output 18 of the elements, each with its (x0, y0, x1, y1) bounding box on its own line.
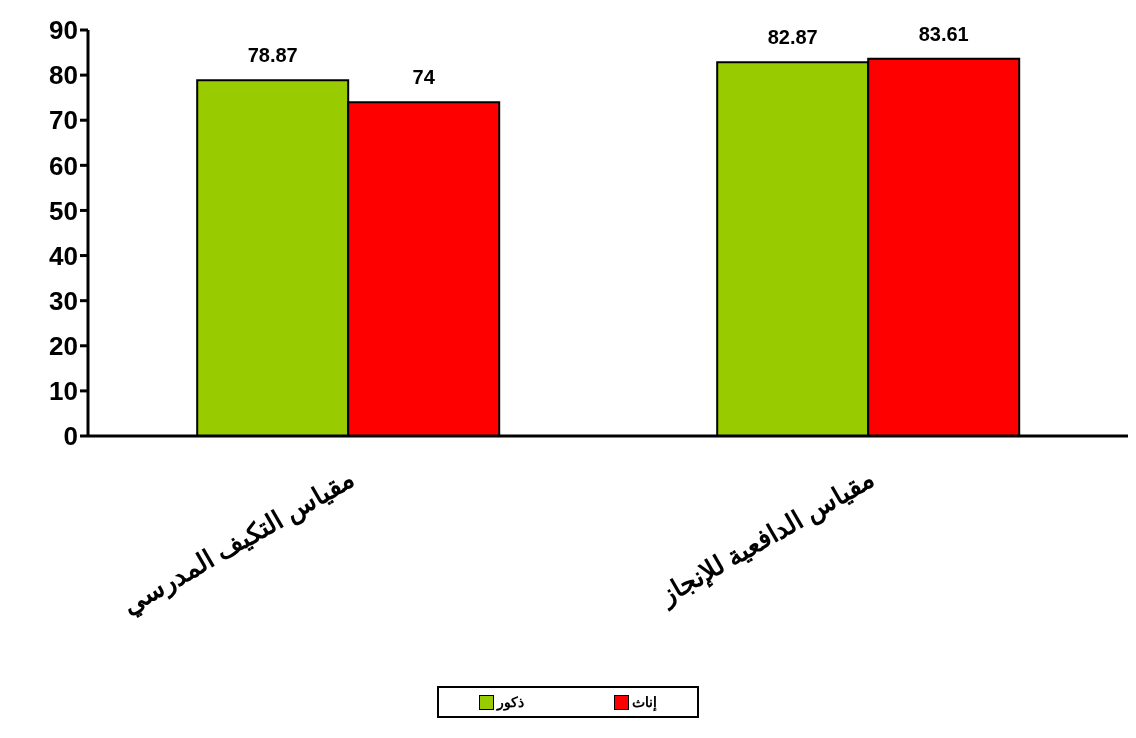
y-tick-label: 40 (49, 240, 78, 271)
x-tick-label: مقياس التكيف المدرسي (116, 463, 360, 622)
y-tick-label: 10 (49, 376, 78, 407)
y-tick-label: 20 (49, 331, 78, 362)
data-label: 78.87 (247, 44, 298, 67)
legend-label: إناث (632, 694, 657, 710)
y-tick-label: 30 (49, 285, 78, 316)
data-label: 83.61 (918, 22, 969, 45)
y-tick-label: 0 (63, 421, 78, 452)
y-tick-label: 50 (49, 195, 78, 226)
y-tick-label: 60 (49, 150, 78, 181)
y-tick-label: 80 (49, 60, 78, 91)
data-label: 74 (412, 66, 436, 89)
y-tick-label: 90 (49, 15, 78, 46)
data-label: 82.87 (767, 26, 818, 49)
legend-label: ذكور (497, 694, 524, 710)
x-tick-label: مقياس الدافعية للإنجاز (653, 463, 880, 612)
y-tick-label: 70 (49, 105, 78, 136)
